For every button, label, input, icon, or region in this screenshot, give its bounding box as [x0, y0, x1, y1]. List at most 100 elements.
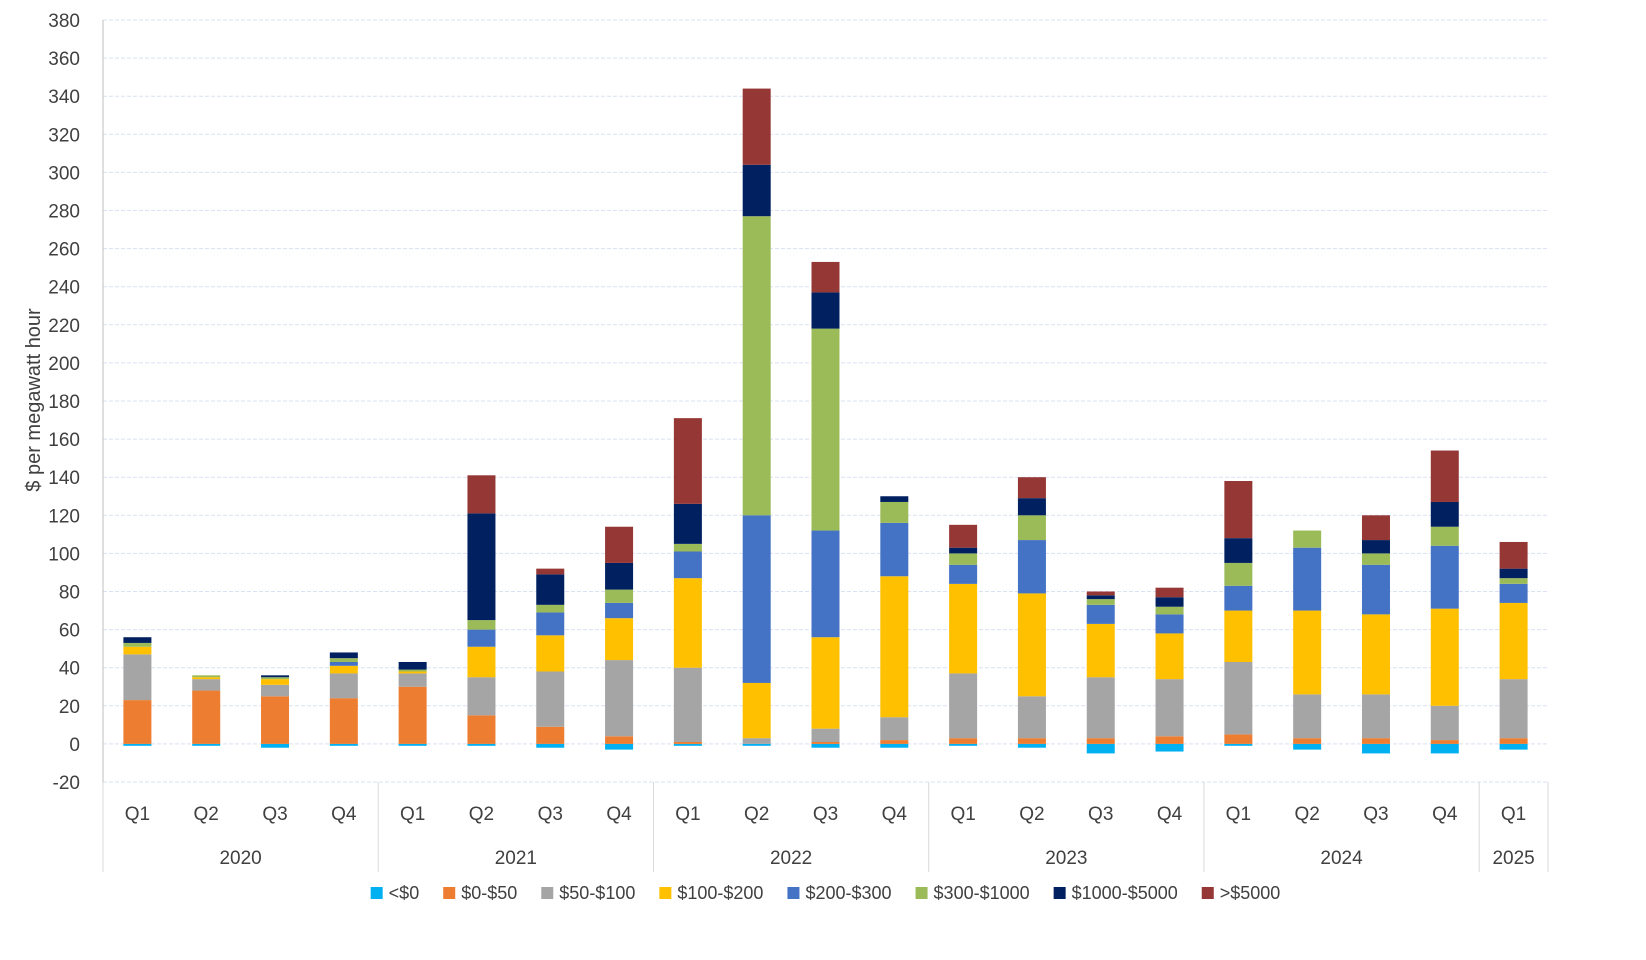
x-tick-label: Q3: [262, 804, 287, 825]
bar-segment: [1293, 530, 1322, 548]
bar-segment: [536, 612, 565, 636]
bar-segment: [398, 673, 427, 687]
bar-segment: [1017, 477, 1046, 499]
legend-swatch: [787, 887, 800, 899]
bar-segment: [1086, 599, 1115, 605]
bar-segment: [1017, 498, 1046, 516]
y-tick-label: 260: [48, 240, 80, 261]
bar-segment: [1155, 679, 1184, 737]
bar-segment: [1155, 633, 1184, 680]
bar-segment: [1499, 578, 1528, 584]
bar-segment: [261, 696, 290, 744]
x-tick-label: Q1: [400, 804, 425, 825]
y-tick-label: 280: [48, 202, 80, 223]
bar-segment: [1224, 743, 1253, 746]
bar-segment: [880, 717, 909, 741]
y-tick-label: 320: [48, 125, 80, 146]
bar-segment: [467, 475, 496, 514]
y-tick-label: 380: [48, 11, 80, 32]
bar-segment: [123, 646, 152, 655]
bar-segment: [192, 675, 221, 678]
bar-segment: [742, 738, 771, 744]
legend-swatch: [1053, 887, 1066, 899]
bar-segment: [398, 661, 427, 670]
y-tick-label: 140: [48, 468, 80, 489]
x-tick-label: Q2: [1294, 804, 1319, 825]
bar-segment: [398, 669, 427, 672]
bar-segment: [742, 164, 771, 217]
bar-segment: [467, 677, 496, 716]
bar-segment: [1224, 661, 1253, 735]
bar-segment: [123, 642, 152, 647]
bar-segment: [1224, 734, 1253, 744]
bar-segment: [1499, 583, 1528, 603]
bar-segment: [261, 684, 290, 697]
bar-segment: [742, 216, 771, 516]
bar-segment: [398, 686, 427, 744]
bar-segment: [1086, 595, 1115, 600]
legend-swatch: [659, 887, 672, 899]
bar-segment: [467, 513, 496, 621]
bar-segment: [811, 328, 840, 531]
bar-segment: [605, 660, 634, 737]
bar-segment: [880, 576, 909, 718]
bar-segment: [192, 677, 221, 680]
bar-segment: [1361, 564, 1390, 615]
legend-label: $0-$50: [461, 883, 517, 903]
bar-segment: [261, 675, 290, 678]
bar-segment: [1224, 585, 1253, 611]
bar-segment: [742, 743, 771, 746]
bar-segment: [261, 743, 290, 748]
legend-swatch: [541, 887, 554, 899]
x-tick-label: Q4: [331, 804, 357, 825]
x-tick-label: Q2: [1019, 804, 1044, 825]
bar-segment: [1499, 743, 1528, 750]
bar-segment: [536, 574, 565, 605]
bar-segment: [673, 667, 702, 742]
bar-segment: [880, 743, 909, 748]
bar-segment: [536, 726, 565, 744]
bar-segment: [605, 526, 634, 563]
bars: [123, 88, 1528, 754]
legend-label: $50-$100: [559, 883, 635, 903]
bar-segment: [1086, 591, 1115, 596]
bar-segment: [1224, 481, 1253, 539]
bar-segment: [261, 679, 290, 685]
y-tick-label: 40: [59, 659, 80, 680]
bar-segment: [192, 679, 221, 691]
bar-segment: [605, 743, 634, 750]
bar-segment: [192, 690, 221, 744]
x-tick-label: Q4: [1157, 804, 1183, 825]
bar-segment: [605, 602, 634, 619]
bar-segment: [1155, 606, 1184, 615]
legend-label: $1000-$5000: [1072, 883, 1178, 903]
bar-segment: [949, 547, 978, 554]
bar-segment: [1430, 526, 1459, 546]
bar-segment: [1430, 705, 1459, 741]
bar-segment: [880, 522, 909, 577]
bar-segment: [742, 682, 771, 739]
y-tick-label: 20: [59, 697, 80, 718]
bar-segment: [880, 501, 909, 523]
bar-segment: [811, 530, 840, 638]
bar-segment: [742, 515, 771, 683]
y-tick-label: 220: [48, 316, 80, 337]
bar-segment: [811, 292, 840, 329]
y-tick-label: 80: [59, 583, 80, 604]
y-tick-label: 0: [69, 735, 80, 756]
x-tick-label: Q1: [675, 804, 700, 825]
bar-segment: [1155, 587, 1184, 598]
bar-segment: [1430, 608, 1459, 706]
legend-swatch: [370, 887, 383, 899]
bar-segment: [536, 604, 565, 613]
x-tick-label: Q3: [813, 804, 838, 825]
x-axis: Q1 Q2 Q3 Q4 Q1 Q2 Q3 Q4 Q1 Q2 Q3 Q4 Q1 Q2 Q3 Q4 Q1 Q2 Q3 Q4…: [102, 782, 1549, 872]
bar-segment: [1293, 547, 1322, 611]
bar-segment: [880, 496, 909, 502]
bar-segment: [1017, 540, 1046, 594]
bar-segment: [1430, 545, 1459, 609]
bar-segment: [1293, 743, 1322, 750]
legend-label: $200-$300: [805, 883, 891, 903]
bar-segment: [1430, 740, 1459, 744]
